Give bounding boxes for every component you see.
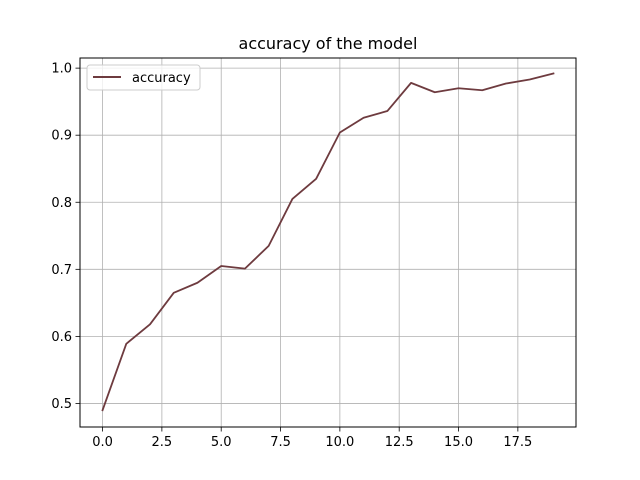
legend-box bbox=[86, 64, 201, 91]
y-tick-label: 0.7 bbox=[51, 263, 72, 278]
legend: accuracy bbox=[86, 64, 201, 91]
grid-lines bbox=[80, 58, 576, 427]
y-tick-label: 0.6 bbox=[51, 330, 72, 345]
series-layer bbox=[101, 72, 555, 412]
y-tick-label: 0.5 bbox=[51, 397, 72, 412]
x-tick-label: 2.5 bbox=[152, 435, 173, 450]
x-tick-label: 10.0 bbox=[325, 435, 354, 450]
series-line-accuracy bbox=[101, 72, 555, 412]
y-tick-label: 0.8 bbox=[51, 196, 72, 211]
x-tick-label: 0.0 bbox=[92, 435, 113, 450]
x-tick-label: 12.5 bbox=[385, 435, 414, 450]
y-tick-label: 0.9 bbox=[51, 129, 72, 144]
legend-label-accuracy: accuracy bbox=[132, 71, 191, 86]
x-tick-label: 17.5 bbox=[503, 435, 532, 450]
chart-title: accuracy of the model bbox=[239, 34, 418, 53]
x-tick-label: 7.5 bbox=[270, 435, 291, 450]
x-tick-label: 5.0 bbox=[211, 435, 232, 450]
y-tick-label: 1.0 bbox=[51, 62, 72, 77]
plot-frame bbox=[79, 57, 577, 428]
x-axis: 0.0 2.5 5.0 7.5 10.0 12.5 15.0 17.5 bbox=[92, 427, 532, 450]
x-tick-label: 15.0 bbox=[444, 435, 473, 450]
y-axis: 0.5 0.6 0.7 0.8 0.9 1.0 bbox=[51, 62, 80, 412]
